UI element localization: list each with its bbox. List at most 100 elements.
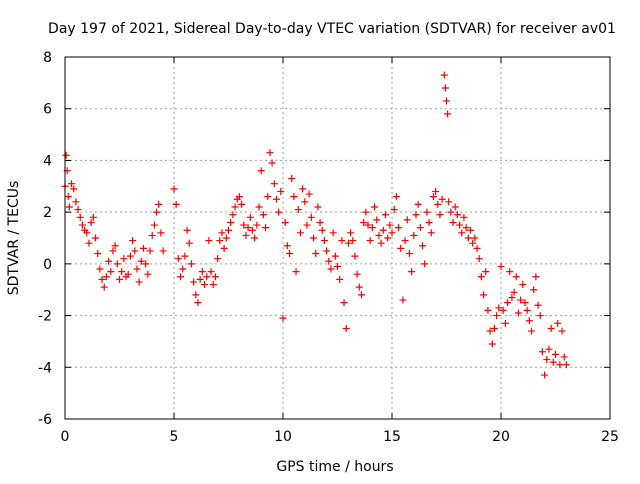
data-point bbox=[257, 167, 265, 175]
data-point bbox=[62, 151, 70, 159]
data-point bbox=[320, 237, 328, 245]
data-point bbox=[301, 198, 309, 206]
data-point bbox=[397, 244, 405, 252]
data-point bbox=[205, 237, 213, 245]
data-point bbox=[412, 211, 420, 219]
data-point bbox=[425, 218, 433, 226]
data-point bbox=[281, 218, 289, 226]
data-point bbox=[312, 250, 320, 258]
grid-lines bbox=[65, 57, 610, 419]
data-point bbox=[264, 193, 272, 201]
data-point bbox=[299, 185, 307, 193]
data-point bbox=[120, 255, 128, 263]
data-point bbox=[392, 193, 400, 201]
data-point bbox=[303, 221, 311, 229]
data-point bbox=[349, 237, 357, 245]
data-point bbox=[194, 299, 202, 307]
data-point bbox=[493, 312, 501, 320]
data-point bbox=[246, 213, 254, 221]
data-point bbox=[338, 237, 346, 245]
data-point bbox=[183, 226, 191, 234]
data-point bbox=[185, 239, 193, 247]
data-point bbox=[102, 273, 110, 281]
data-point bbox=[111, 242, 119, 250]
data-point bbox=[436, 211, 444, 219]
data-point bbox=[473, 244, 481, 252]
data-point bbox=[218, 229, 226, 237]
data-point bbox=[78, 221, 86, 229]
data-point bbox=[508, 293, 516, 301]
data-point bbox=[190, 278, 198, 286]
x-axis-label: GPS time / hours bbox=[276, 459, 393, 475]
data-point bbox=[562, 361, 570, 369]
data-point bbox=[545, 345, 553, 353]
data-point bbox=[334, 262, 341, 270]
data-point bbox=[423, 208, 431, 216]
data-point bbox=[83, 229, 91, 237]
data-point bbox=[528, 327, 536, 335]
x-tick-label: 10 bbox=[274, 429, 292, 445]
data-point bbox=[475, 255, 483, 263]
data-point bbox=[519, 281, 527, 289]
data-point bbox=[501, 319, 509, 327]
y-tick-label: 2 bbox=[43, 205, 52, 221]
data-point bbox=[292, 268, 300, 276]
data-point bbox=[288, 175, 296, 183]
data-point bbox=[552, 350, 559, 358]
data-points bbox=[61, 71, 570, 379]
data-point bbox=[327, 265, 335, 273]
data-point bbox=[179, 265, 187, 273]
data-point bbox=[266, 149, 274, 157]
data-point bbox=[116, 275, 123, 283]
data-point bbox=[514, 309, 522, 317]
data-point bbox=[157, 229, 165, 237]
data-point bbox=[305, 190, 313, 198]
data-point bbox=[368, 224, 376, 232]
data-point bbox=[517, 296, 525, 304]
data-point bbox=[272, 195, 280, 203]
data-point bbox=[534, 301, 542, 309]
data-point bbox=[196, 275, 204, 283]
data-point bbox=[458, 229, 466, 237]
data-point bbox=[74, 206, 82, 214]
data-point bbox=[277, 187, 285, 195]
data-point bbox=[445, 198, 453, 206]
data-point bbox=[216, 237, 224, 245]
data-point bbox=[268, 159, 276, 167]
data-point bbox=[401, 237, 409, 245]
data-point bbox=[177, 273, 185, 281]
data-point bbox=[480, 291, 488, 299]
x-tick-label: 5 bbox=[170, 429, 179, 445]
data-point bbox=[146, 247, 154, 255]
data-point bbox=[373, 216, 381, 224]
data-point bbox=[240, 221, 248, 229]
data-point bbox=[419, 242, 427, 250]
data-point bbox=[198, 268, 206, 276]
data-point bbox=[456, 221, 464, 229]
data-point bbox=[532, 273, 540, 281]
data-point bbox=[488, 340, 496, 348]
data-point bbox=[362, 208, 370, 216]
data-point bbox=[499, 306, 507, 314]
data-point bbox=[443, 97, 450, 105]
y-tick-label: -6 bbox=[38, 412, 52, 428]
data-point bbox=[109, 247, 117, 255]
data-point bbox=[310, 234, 318, 242]
data-point bbox=[388, 229, 396, 237]
data-point bbox=[242, 231, 250, 239]
data-point bbox=[549, 358, 557, 366]
data-point bbox=[70, 185, 78, 193]
data-point bbox=[64, 193, 72, 201]
data-point bbox=[126, 252, 134, 260]
data-point bbox=[262, 224, 270, 232]
data-point bbox=[96, 265, 104, 273]
data-point bbox=[556, 361, 564, 369]
x-tick-label: 0 bbox=[61, 429, 70, 445]
data-point bbox=[229, 211, 237, 219]
data-point bbox=[399, 296, 407, 304]
data-point bbox=[351, 252, 359, 260]
data-point bbox=[148, 231, 156, 239]
data-point bbox=[547, 325, 555, 332]
data-point bbox=[85, 239, 93, 247]
data-point bbox=[235, 193, 243, 201]
